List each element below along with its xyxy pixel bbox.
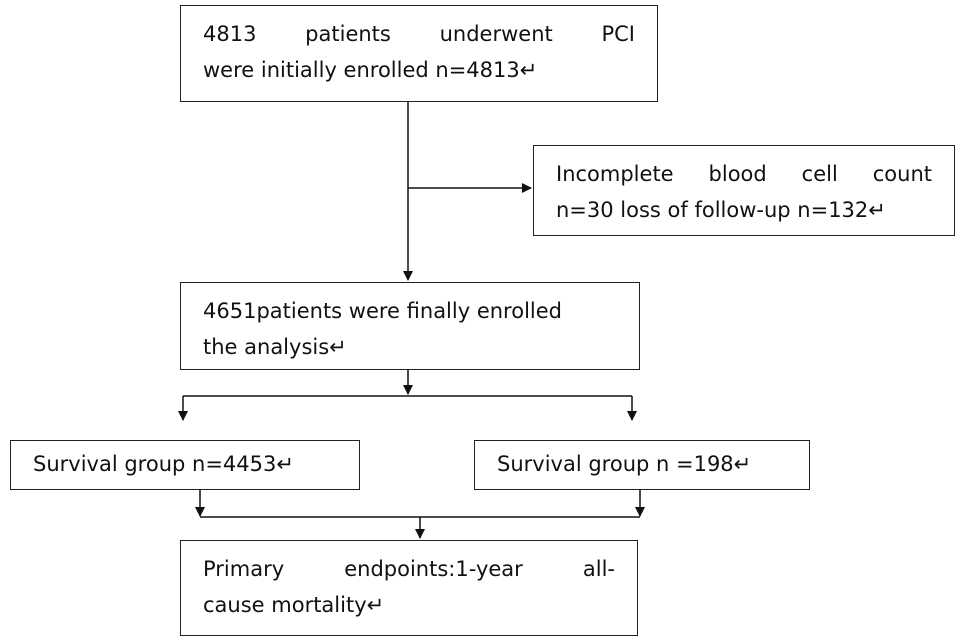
node-text: cause mortality↵ xyxy=(203,593,385,617)
node-text: Primary endpoints:1-year all- xyxy=(203,557,615,581)
node-box: 4651patients were finally enrolled the an… xyxy=(180,282,640,370)
node-text: 4651patients were finally enrolled xyxy=(203,299,562,323)
node-box: Incomplete blood cell count n=30 loss of … xyxy=(533,145,955,236)
node-text: were initially enrolled n=4813↵ xyxy=(203,58,538,82)
node-text: Incomplete blood cell count xyxy=(556,162,932,186)
node-text: n=30 loss of follow-up n=132↵ xyxy=(556,198,886,222)
node-text: Survival group n =198↵ xyxy=(497,452,752,476)
node-box: Survival group n =198↵ xyxy=(474,440,810,490)
node-text: the analysis↵ xyxy=(203,335,347,359)
node-text: Survival group n=4453↵ xyxy=(33,452,294,476)
node-box: Primary endpoints:1-year all-cause morta… xyxy=(180,540,638,636)
node-box: 4813 patients underwent PCI were initiall… xyxy=(180,5,658,102)
node-text: 4813 patients underwent PCI xyxy=(203,22,635,46)
node-box: Survival group n=4453↵ xyxy=(10,440,360,490)
